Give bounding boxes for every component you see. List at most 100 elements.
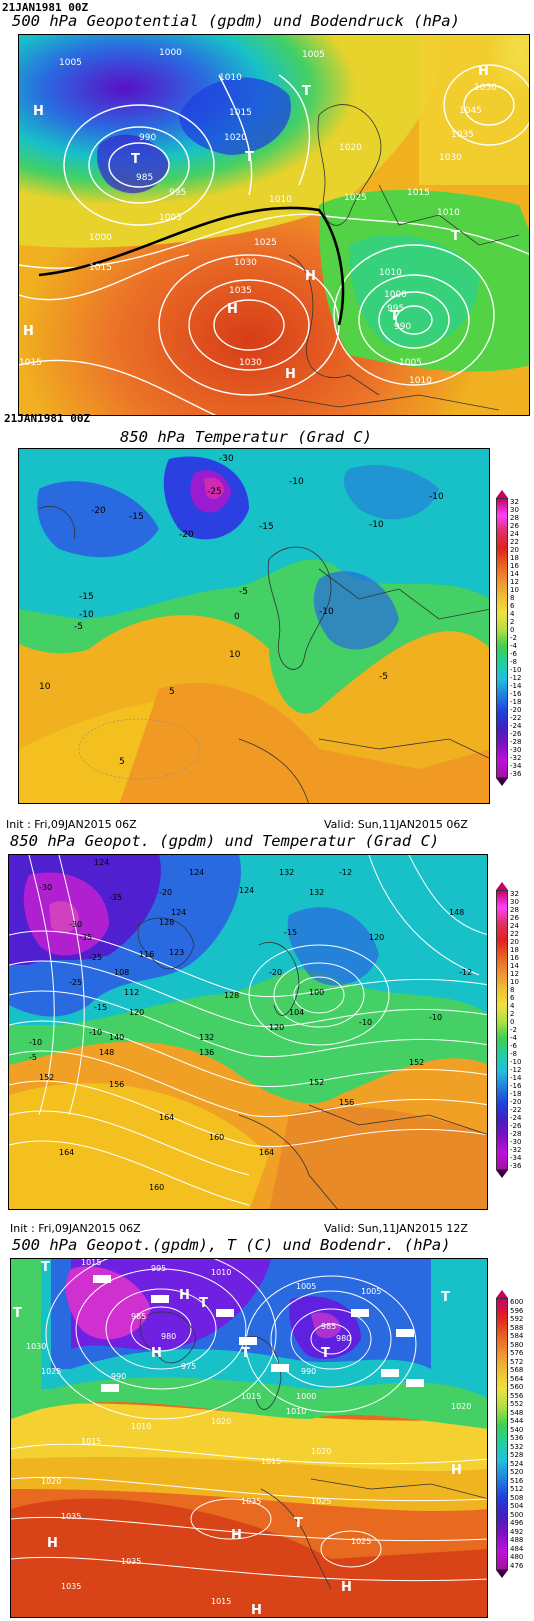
colorbar-label: 560 (510, 1383, 524, 1391)
panel-2-timestamp: 21JAN1981 00Z (4, 412, 91, 425)
colorbar-label: 548 (510, 1408, 524, 1417)
svg-text:T: T (41, 1260, 50, 1275)
svg-text:T: T (199, 1296, 208, 1311)
svg-text:-10: -10 (429, 492, 444, 502)
svg-text:975: 975 (181, 1362, 196, 1371)
colorbar-label: -28 (510, 1130, 522, 1138)
p1-high-5: H (305, 269, 316, 284)
svg-text:H: H (451, 1463, 462, 1478)
svg-text:1010: 1010 (211, 1268, 231, 1277)
svg-text:-30: -30 (219, 454, 234, 464)
svg-text:1030: 1030 (239, 358, 262, 368)
svg-text:1010: 1010 (286, 1407, 306, 1416)
svg-text:140: 140 (109, 1033, 124, 1042)
svg-text:-10: -10 (429, 1013, 442, 1022)
svg-text:980: 980 (336, 1334, 351, 1343)
colorbar-label: 584 (510, 1332, 524, 1340)
svg-text:-5: -5 (29, 1053, 37, 1062)
svg-text:980: 980 (161, 1332, 176, 1341)
svg-text:1010: 1010 (131, 1422, 151, 1431)
svg-text:990: 990 (139, 133, 156, 143)
svg-text:-10: -10 (359, 1018, 372, 1027)
colorbar-label: -12 (510, 674, 522, 682)
panel-4-valid: Valid: Sun,11JAN2015 12Z (324, 1222, 468, 1235)
p1-high-1: H (33, 104, 44, 119)
svg-text:-20: -20 (179, 530, 194, 540)
colorbar-label: 480 (510, 1553, 524, 1561)
colorbar-label: 500 (510, 1510, 524, 1519)
svg-text:990: 990 (394, 322, 411, 332)
panel-1-timestamp: 21JAN1981 00Z (2, 1, 89, 14)
svg-text:1015: 1015 (261, 1457, 281, 1466)
colorbar-label: 536 (510, 1434, 524, 1442)
svg-text:1005: 1005 (361, 1287, 381, 1296)
svg-text:-10: -10 (319, 607, 334, 617)
p1-low-5: T (451, 229, 460, 244)
colorbar-label: 524 (510, 1459, 524, 1468)
colorbar-label: 532 (510, 1442, 524, 1451)
svg-text:T: T (13, 1306, 22, 1321)
svg-text:995: 995 (169, 188, 186, 198)
colorbar-label: 14 (510, 570, 519, 578)
svg-text:-20: -20 (91, 506, 106, 516)
svg-text:-15: -15 (79, 592, 94, 602)
svg-text:-10: -10 (289, 477, 304, 487)
svg-text:1015: 1015 (81, 1437, 101, 1446)
colorbar-label: -8 (510, 658, 517, 666)
colorbar-label: 504 (510, 1502, 524, 1510)
svg-text:5: 5 (169, 687, 175, 697)
svg-text:120: 120 (269, 1023, 284, 1032)
colorbar-label: 0 (510, 1018, 515, 1026)
colorbar-label: 26 (510, 522, 519, 530)
colorbar-label: -24 (510, 722, 522, 730)
colorbar-label: 488 (510, 1536, 524, 1544)
svg-text:164: 164 (259, 1148, 274, 1157)
colorbar-label: 544 (510, 1417, 524, 1425)
svg-text:T: T (294, 1516, 303, 1531)
svg-text:152: 152 (309, 1078, 324, 1087)
colorbar-label: 564 (510, 1374, 524, 1383)
colorbar-label: 592 (510, 1315, 524, 1323)
panel-4: Init : Fri,09JAN2015 06Z Valid: Sun,11JA… (0, 1212, 534, 1621)
svg-text:-15: -15 (94, 1003, 107, 1012)
colorbar-label: -18 (510, 698, 522, 706)
colorbar-label: -6 (510, 1042, 517, 1050)
svg-text:985: 985 (321, 1322, 336, 1331)
svg-text:-10: -10 (89, 1028, 102, 1037)
svg-text:1020: 1020 (211, 1417, 231, 1426)
svg-text:T: T (441, 1290, 450, 1305)
colorbar-label: -34 (510, 762, 522, 770)
svg-text:116: 116 (139, 950, 154, 959)
colorbar-label: -14 (510, 682, 522, 690)
colorbar-label: -30 (510, 1138, 522, 1146)
colorbar-label: -4 (510, 642, 517, 650)
svg-text:1010: 1010 (269, 195, 292, 205)
svg-text:1020: 1020 (311, 1447, 331, 1456)
colorbar-label: 600 (510, 1298, 524, 1306)
svg-text:1005: 1005 (399, 358, 422, 368)
svg-text:1000: 1000 (296, 1392, 316, 1401)
svg-text:-15: -15 (259, 522, 274, 532)
colorbar-label: -36 (510, 1162, 522, 1170)
svg-text:1030: 1030 (26, 1342, 46, 1351)
svg-text:H: H (47, 1536, 58, 1551)
colorbar-label: 2 (510, 618, 515, 626)
colorbar-label: -2 (510, 634, 517, 642)
svg-text:124: 124 (94, 858, 109, 867)
svg-text:1010: 1010 (219, 73, 242, 83)
colorbar-label: 492 (510, 1527, 524, 1536)
svg-text:-10: -10 (29, 1038, 42, 1047)
svg-text:-12: -12 (339, 868, 352, 877)
svg-text:123: 123 (169, 948, 184, 957)
svg-text:1020: 1020 (451, 1402, 471, 1411)
colorbar-label: -28 (510, 738, 522, 746)
colorbar-label: -26 (510, 1122, 522, 1130)
colorbar-label: -24 (510, 1114, 522, 1122)
colorbar-label: -10 (510, 666, 522, 674)
svg-text:985: 985 (136, 173, 153, 183)
svg-text:1050: 1050 (474, 83, 497, 93)
panel-3-init: Init : Fri,09JAN2015 06Z (6, 818, 137, 831)
svg-text:H: H (341, 1580, 352, 1595)
p1-high-3: H (478, 64, 489, 79)
colorbar-label: -22 (510, 1106, 522, 1114)
